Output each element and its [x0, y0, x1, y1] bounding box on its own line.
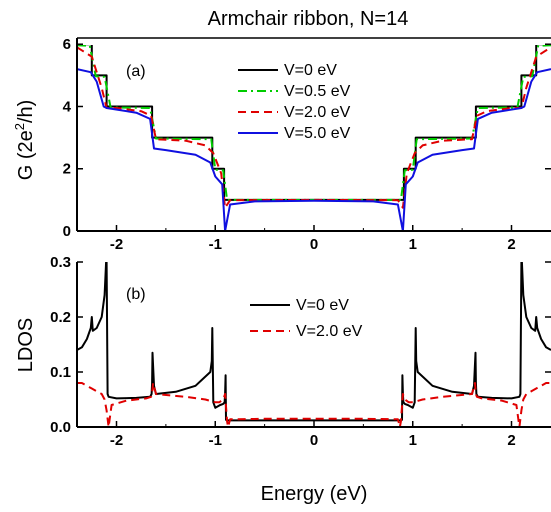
panel-a-xtick-label: -1 — [209, 236, 222, 253]
panel-a-ylabel-main: G (2e — [15, 130, 37, 180]
panel-b-ytick-label: 0.1 — [50, 364, 71, 381]
panel-a-ytick-label: 0 — [63, 223, 71, 240]
panel-b-ytick-label: 0.3 — [50, 254, 71, 271]
panel-b-ytick-label: 0.0 — [50, 419, 71, 436]
panel-b-series-line-0 — [77, 262, 551, 422]
panel-b-ldos: -2 -1 0 1 2 0.0 0.1 0.2 0.3 (b) LDOS Energy (eV)… — [15, 254, 551, 505]
panel-b-xtick-label: 1 — [409, 432, 417, 449]
figure-title: Armchair ribbon, N=14 — [208, 8, 409, 30]
panel-a-ytick-label: 4 — [63, 98, 72, 115]
panel-a-legend-label-1: V=0.5 eV — [284, 83, 351, 100]
panel-a-label: (a) — [126, 63, 146, 80]
panel-b-xtick-label: 2 — [507, 432, 515, 449]
panel-b-xtick-label: -2 — [110, 432, 123, 449]
panel-b-ylabel: LDOS — [15, 318, 37, 372]
panel-a-xtick-label: 1 — [409, 236, 417, 253]
svg-text:G (2e2/h): G (2e2/h) — [12, 100, 37, 181]
panel-a-ytick-label: 6 — [63, 36, 71, 53]
panel-a-series-line-3 — [77, 68, 551, 231]
panel-a-series-line-2 — [77, 46, 551, 209]
panel-b-legend-label-0: V=0 eV — [296, 297, 349, 314]
panel-b-legend-label-1: V=2.0 eV — [296, 323, 363, 340]
panel-a-ytick-label: 2 — [63, 161, 71, 178]
panel-b-xtick-label: -1 — [209, 432, 222, 449]
panel-b-ytick-label: 0.2 — [50, 309, 71, 326]
panel-a-xtick-label: 0 — [310, 236, 318, 253]
panel-a-legend-label-3: V=5.0 eV — [284, 125, 351, 142]
panel-a-legend-label-2: V=2.0 eV — [284, 104, 351, 121]
panel-b-legend: V=0 eV V=2.0 eV — [250, 297, 363, 340]
panel-a-legend-label-0: V=0 eV — [284, 62, 337, 79]
panel-a-ylabel-sup: 2 — [12, 123, 27, 130]
panel-a-xtick-label: 2 — [507, 236, 515, 253]
panel-a-ylabel: G (2e2/h) — [12, 100, 37, 181]
panel-b-xlabel: Energy (eV) — [261, 483, 368, 505]
panel-a-ylabel-tail: /h) — [15, 100, 37, 123]
panel-b-label: (b) — [126, 286, 146, 303]
panel-a-legend: V=0 eV V=0.5 eV V=2.0 eV V=5.0 eV — [238, 62, 351, 142]
panel-b-xtick-label: 0 — [310, 432, 318, 449]
panel-a-xtick-label: -2 — [110, 236, 123, 253]
